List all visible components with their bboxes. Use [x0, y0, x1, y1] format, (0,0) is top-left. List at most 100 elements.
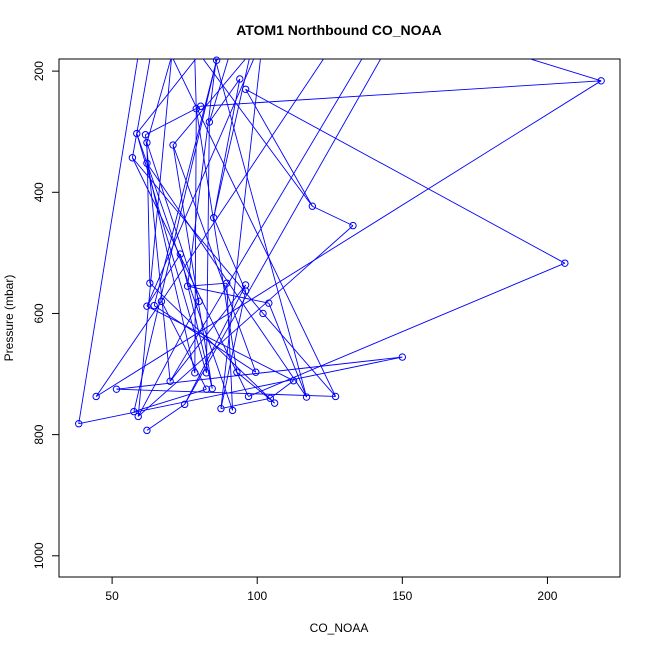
y-axis-label: Pressure (mbar): [2, 275, 16, 362]
data-point: [166, 377, 174, 386]
series-line-segment: [205, 122, 210, 373]
data-point: [143, 426, 151, 435]
data-point: [75, 420, 83, 428]
series-line-segment: [95, 301, 162, 397]
data-point: [244, 392, 253, 401]
series-line-segment: [145, 134, 171, 382]
data-point: [217, 404, 225, 413]
series-line-segment: [145, 105, 201, 136]
data-point: [150, 301, 158, 310]
x-tick-label: 50: [105, 589, 119, 603]
series-line-segment: [153, 305, 257, 373]
series-line-segment: [184, 284, 247, 405]
data-point: [212, 56, 221, 64]
data-point: [597, 77, 605, 85]
series-points: [75, 56, 605, 435]
offscale-line-segment: [213, 59, 250, 218]
series-line-segment: [245, 88, 566, 264]
series-line-segment: [146, 305, 294, 382]
series-line-segment: [226, 283, 234, 411]
data-point: [308, 202, 317, 210]
series-line-segment: [236, 371, 275, 404]
data-point: [143, 138, 151, 147]
series-line-segment: [187, 285, 269, 304]
x-tick-label: 100: [247, 589, 267, 603]
data-point: [265, 299, 273, 307]
series-line-segment: [245, 89, 313, 207]
data-point: [176, 250, 185, 258]
series-line-segment: [172, 144, 213, 389]
data-point: [143, 302, 151, 310]
offscale-line-segment: [202, 59, 313, 207]
series-line-segment: [262, 313, 336, 397]
series-line-segment: [268, 302, 307, 398]
data-point: [134, 412, 142, 421]
data-point: [180, 400, 189, 409]
data-point: [349, 221, 357, 230]
series-line-segment: [146, 403, 185, 431]
series-line-segment: [179, 253, 213, 389]
offscale-line-segment: [184, 59, 382, 405]
data-point: [208, 384, 216, 393]
data-point: [202, 369, 211, 377]
offscale-line-segment: [208, 59, 229, 123]
y-tick-label: 800: [32, 424, 46, 444]
x-tick-label: 200: [537, 589, 557, 603]
series-line-segment: [220, 397, 271, 410]
data-point: [169, 141, 177, 149]
y-tick-label: 400: [32, 182, 46, 202]
series-line-segment: [172, 144, 257, 373]
offscale-line-segment: [169, 59, 363, 382]
data-point: [92, 392, 100, 401]
data-point: [331, 392, 340, 401]
offscale-line-segment: [187, 59, 217, 287]
series-line-segment: [200, 80, 602, 107]
series-line-segment: [146, 253, 181, 307]
data-point: [202, 385, 211, 393]
data-point: [302, 393, 311, 401]
data-point: [130, 407, 138, 416]
offscale-line-segment: [528, 59, 602, 82]
data-point: [141, 131, 150, 139]
y-axis: 200 400 600 800 1000: [32, 61, 60, 569]
data-point: [259, 309, 267, 318]
data-point: [112, 385, 121, 393]
data-point: [233, 368, 241, 376]
data-point: [289, 377, 298, 385]
data-point: [252, 368, 260, 376]
data-point: [146, 279, 154, 287]
offscale-line-segment: [220, 59, 261, 409]
data-point: [133, 129, 141, 138]
y-tick-label: 200: [32, 61, 46, 81]
data-point: [398, 353, 407, 361]
series-line-segment: [95, 80, 602, 397]
data-point: [128, 154, 137, 162]
data-point: [196, 102, 205, 110]
series-line-segment: [213, 217, 247, 292]
offscale-line-segment: [137, 59, 172, 417]
offscale-line-segment: [172, 59, 336, 397]
data-point: [241, 281, 250, 289]
x-axis-label: CO_NOAA: [310, 621, 369, 635]
data-point: [209, 214, 218, 222]
series-line-segment: [161, 301, 207, 390]
data-point: [191, 369, 199, 377]
data-point: [183, 282, 192, 290]
data-point: [266, 394, 274, 402]
offscale-line-segment: [146, 59, 172, 143]
data-point: [241, 85, 250, 93]
data-point: [143, 159, 151, 167]
y-tick-label: 600: [32, 303, 46, 323]
series-line-segment: [133, 60, 218, 412]
chart-title: ATOM1 Northbound CO_NOAA: [236, 22, 442, 38]
offscale-line-segment: [146, 59, 255, 307]
x-axis: 50 100 150 200: [105, 576, 558, 603]
series-line-segment: [208, 78, 241, 123]
series-line-segment: [194, 108, 197, 373]
x-tick-label: 150: [392, 589, 412, 603]
data-point: [270, 399, 279, 407]
offscale-line-segment: [136, 59, 197, 134]
series-line-segment: [146, 142, 200, 302]
